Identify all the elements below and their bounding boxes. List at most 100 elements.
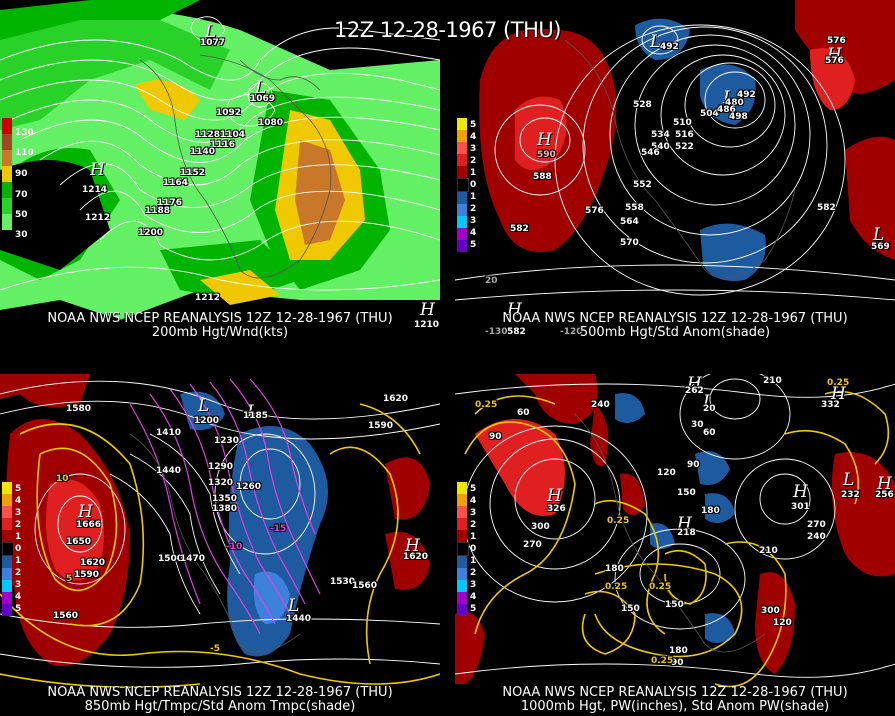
high-center: H (877, 474, 892, 494)
contour-label: 1176 (157, 198, 183, 208)
contour-label: 1620 (383, 394, 409, 404)
legend-swatch (457, 130, 467, 142)
contour-label: 1470 (180, 554, 206, 564)
contour-label: 1140 (190, 147, 216, 157)
legend-tick: 1 (470, 192, 477, 202)
legend-tick: 70 (15, 190, 28, 200)
axis-label: 20 (485, 276, 498, 286)
contour-label: 552 (633, 180, 652, 190)
temperature-label: 10 (56, 474, 69, 484)
legend-swatch (2, 134, 12, 150)
center-value: 232 (841, 490, 860, 500)
legend-swatch (457, 556, 467, 568)
contour-label: 270 (807, 520, 826, 530)
pw-label: 0.25 (607, 516, 630, 526)
legend-swatch (2, 580, 12, 592)
legend-swatch (457, 568, 467, 580)
legend-tick: 1 (470, 532, 477, 542)
high-center: H (793, 482, 808, 502)
contour-label: 270 (523, 540, 542, 550)
legend-tick: 50 (15, 210, 28, 220)
contour-label: 180 (669, 646, 688, 656)
low-center: L (703, 392, 715, 412)
low-center: L (288, 596, 300, 616)
legend-swatch (457, 154, 467, 166)
contour-label: 240 (591, 400, 610, 410)
center-value: 1666 (76, 520, 102, 530)
contour-label: 1128 (195, 130, 221, 140)
contour-label: 540 (651, 142, 670, 152)
legend-tick: 1 (470, 168, 477, 178)
center-value: 256 (875, 490, 894, 500)
legend-tick: 2 (15, 568, 22, 578)
panel-caption-title: NOAA NWS NCEP REANALYSIS 12Z 12-28-1967 … (47, 311, 393, 326)
center-value: 1214 (82, 185, 108, 195)
legend-tick: 1 (470, 556, 477, 566)
legend-tick: 2 (470, 204, 477, 214)
low-center: L (843, 470, 855, 490)
legend-tick: 2 (470, 156, 477, 166)
low-center: L (247, 402, 259, 422)
legend-swatch (457, 530, 467, 542)
contour-label: 1560 (53, 611, 79, 621)
legend-tick: 2 (470, 520, 477, 530)
center-value: 1200 (194, 416, 220, 426)
center-value: 576 (827, 36, 846, 46)
contour-label: 504 (700, 109, 719, 119)
low-center: L (723, 88, 735, 108)
center-value: 1185 (243, 411, 269, 421)
contour-label: 582 (510, 224, 529, 234)
map-200mb (0, 0, 440, 342)
center-value: 1440 (286, 614, 312, 624)
pw-label: 0.25 (475, 400, 498, 410)
axis-label: -130 (485, 327, 508, 337)
panel-1000mb-height-precipitable-water: 5 4 3 2 1 0 1 2 3 4 5 H 262 L 20 H 326 H… (455, 374, 895, 716)
main-title: 12Z 12-28-1967 (THU) (334, 18, 561, 42)
high-center: H (405, 536, 420, 556)
legend-tick: 3 (15, 580, 22, 590)
contour-label: 300 (761, 606, 780, 616)
center-value: 301 (791, 502, 810, 512)
contour-label: 180 (605, 564, 624, 574)
contour-label: 60 (517, 408, 530, 418)
legend-tick: 5 (470, 604, 477, 614)
contour-label: 1290 (208, 462, 234, 472)
legend-swatch (2, 118, 12, 134)
legend-tick: 3 (15, 508, 22, 518)
contour-label: 1092 (216, 108, 242, 118)
legend-tick: 3 (470, 144, 477, 154)
legend-swatch (2, 568, 12, 580)
temperature-label: -10 (226, 542, 243, 552)
panel-caption-subtitle: 850mb Hgt/Tmpc/Std Anom Tmpc(shade) (84, 699, 356, 714)
center-value: 262 (685, 386, 704, 396)
contour-label: 582 (817, 203, 836, 213)
contour-label: 240 (807, 532, 826, 542)
legend-tick: 3 (470, 216, 477, 226)
legend-swatch (457, 542, 469, 556)
contour-label: 1212 (85, 213, 111, 223)
legend-tick: 0 (470, 180, 477, 190)
contour-label: 1260 (236, 482, 262, 492)
contour-label: 30 (691, 420, 704, 430)
contour-label: 120 (657, 468, 676, 478)
legend-swatch (457, 216, 467, 228)
contour-label: 576 (825, 56, 844, 66)
legend-swatch (457, 604, 467, 616)
panel-caption-subtitle: 200mb Hgt/Wnd(kts) (151, 325, 289, 340)
low-center: L (198, 396, 210, 416)
temperature-label: 5 (66, 574, 73, 584)
legend-tick: 3 (470, 508, 477, 518)
legend-swatch (457, 178, 469, 192)
high-center: H (831, 384, 846, 404)
legend-swatch (2, 166, 12, 182)
legend-tick: 4 (470, 228, 477, 238)
high-center: H (537, 130, 552, 150)
contour-label: 564 (620, 217, 639, 227)
center-value: 480 (725, 98, 744, 108)
legend-tick: 2 (15, 520, 22, 530)
legend-swatch (457, 592, 467, 604)
legend-swatch (457, 494, 467, 506)
contour-label: 1200 (138, 228, 164, 238)
map-1000mb (455, 374, 895, 716)
contour-label: 510 (673, 118, 692, 128)
